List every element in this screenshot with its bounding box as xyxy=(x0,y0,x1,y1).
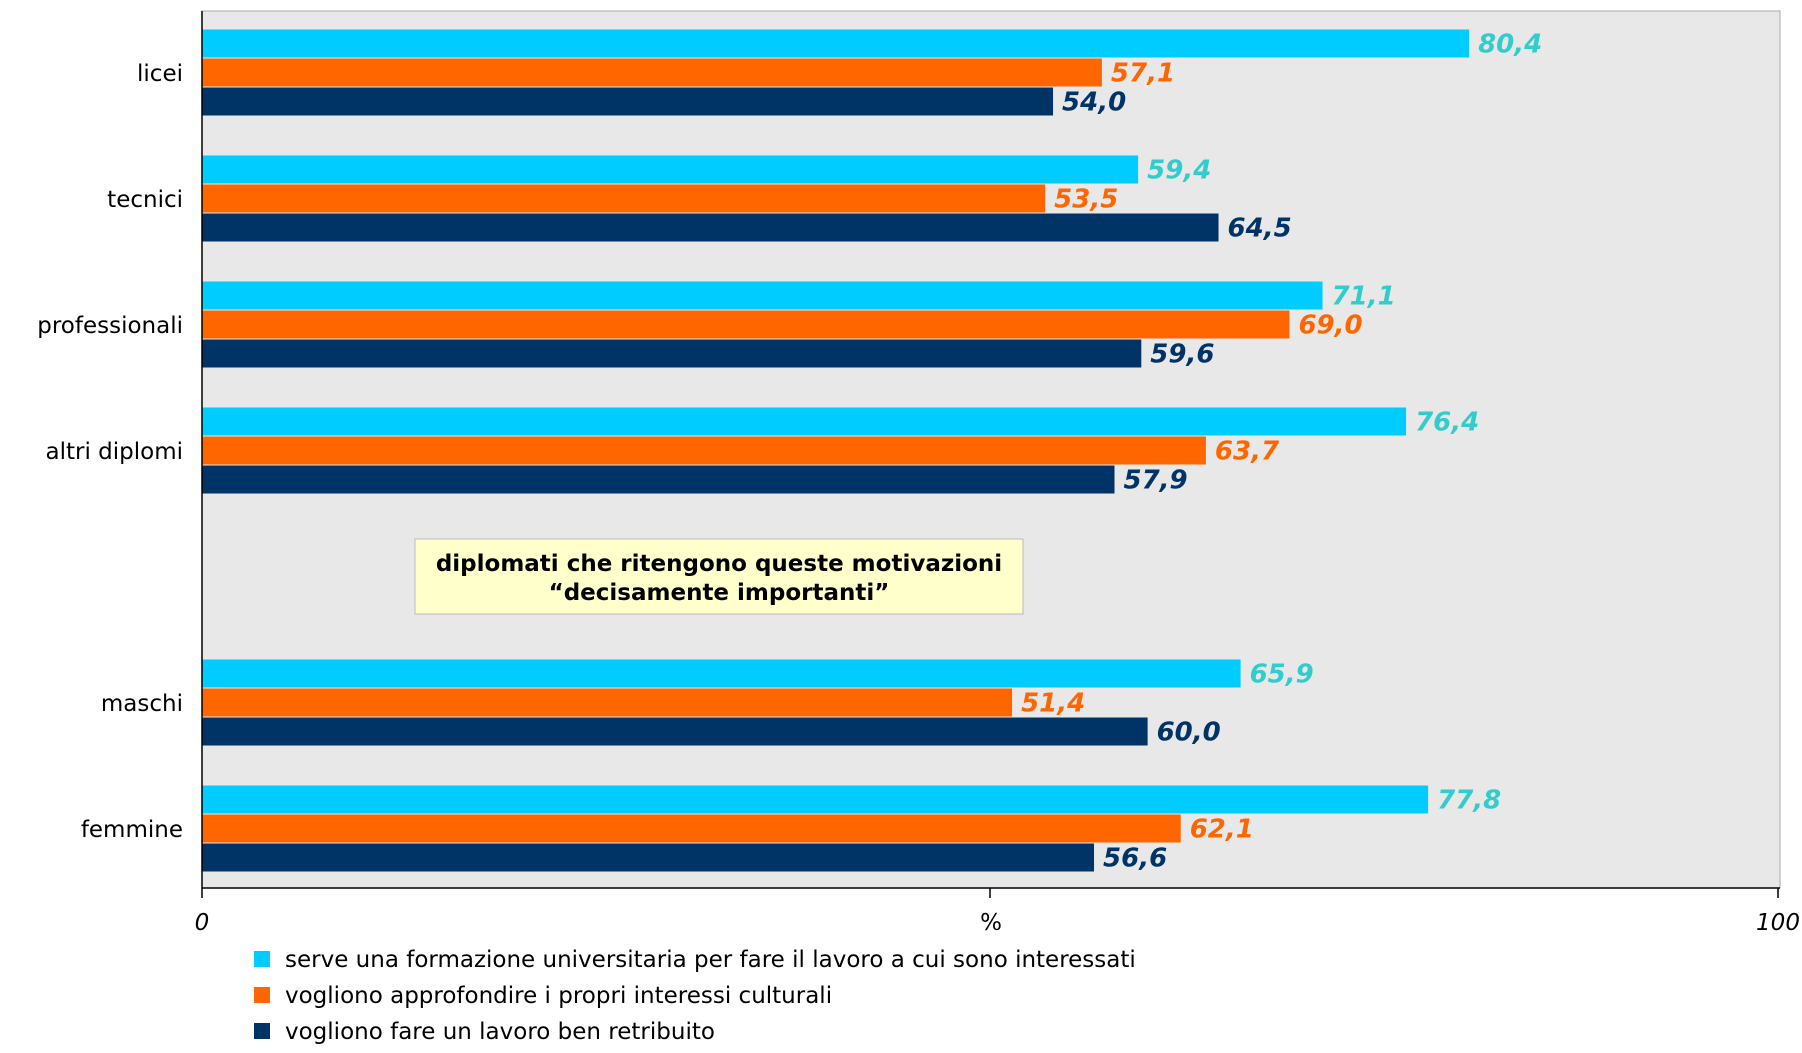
bar xyxy=(202,688,1013,717)
bar xyxy=(202,155,1139,184)
category-label: licei xyxy=(137,61,183,87)
x-tick-label-100: 100 xyxy=(1756,910,1800,936)
value-label: 80,4 xyxy=(1478,30,1542,60)
bar xyxy=(202,785,1429,814)
value-label: 63,7 xyxy=(1215,437,1280,467)
value-label: 69,0 xyxy=(1298,311,1362,341)
bar xyxy=(202,436,1206,465)
value-label: 59,4 xyxy=(1147,156,1211,186)
annotation-line-1: diplomati che ritengono queste motivazio… xyxy=(436,551,1002,577)
value-label: 59,6 xyxy=(1150,340,1214,370)
value-label: 64,5 xyxy=(1228,214,1292,244)
annotation-line-2: “decisamente importanti” xyxy=(549,580,890,606)
x-tick-label-0: 0 xyxy=(195,910,210,936)
legend-swatch xyxy=(254,1023,270,1039)
value-label: 60,0 xyxy=(1157,718,1221,748)
legend: serve una formazione universitaria per f… xyxy=(254,947,1136,1045)
bar xyxy=(202,213,1219,242)
annotation-background xyxy=(414,538,1024,615)
value-label: 54,0 xyxy=(1062,88,1126,118)
legend-label: vogliono fare un lavoro ben retribuito xyxy=(285,1019,715,1045)
bars xyxy=(202,29,1470,872)
legend-label: serve una formazione universitaria per f… xyxy=(285,947,1136,973)
bar xyxy=(202,717,1148,746)
value-label: 71,1 xyxy=(1332,282,1396,312)
value-label: 65,9 xyxy=(1250,660,1314,690)
bar xyxy=(202,814,1181,843)
value-label: 62,1 xyxy=(1190,815,1254,845)
category-label: professionali xyxy=(37,313,183,339)
category-label: tecnici xyxy=(107,187,183,213)
legend-swatch xyxy=(254,987,270,1003)
x-axis-label: % xyxy=(980,910,1002,936)
bar xyxy=(202,659,1241,688)
category-labels: licei tecnici professionali altri diplomi ma… xyxy=(37,61,183,843)
legend-swatch xyxy=(254,951,270,967)
bar xyxy=(202,339,1142,368)
bar xyxy=(202,29,1470,58)
annotation-box: diplomati che ritengono queste motivazio… xyxy=(414,538,1024,615)
x-ticks xyxy=(201,888,1779,898)
bar xyxy=(202,465,1115,494)
category-label: maschi xyxy=(101,691,183,717)
value-labels: 80,4 57,154,0 59,4 53,5 64,5 71,169,0 59,6 76,4… xyxy=(1021,30,1542,874)
bar xyxy=(202,843,1095,872)
value-label: 57,9 xyxy=(1124,466,1188,496)
category-label: femmine xyxy=(81,817,183,843)
value-label: 57,1 xyxy=(1111,59,1175,89)
value-label: 53,5 xyxy=(1054,185,1118,215)
value-label: 76,4 xyxy=(1415,408,1479,438)
bar xyxy=(202,58,1102,87)
bar xyxy=(202,407,1407,436)
bar xyxy=(202,310,1290,339)
bar xyxy=(202,281,1323,310)
category-label: altri diplomi xyxy=(45,439,183,465)
bar xyxy=(202,184,1046,213)
value-label: 51,4 xyxy=(1021,689,1085,719)
value-label: 77,8 xyxy=(1437,786,1501,816)
legend-label: vogliono approfondire i propri interessi… xyxy=(285,983,832,1009)
bar xyxy=(202,87,1054,116)
value-label: 56,6 xyxy=(1103,844,1167,874)
